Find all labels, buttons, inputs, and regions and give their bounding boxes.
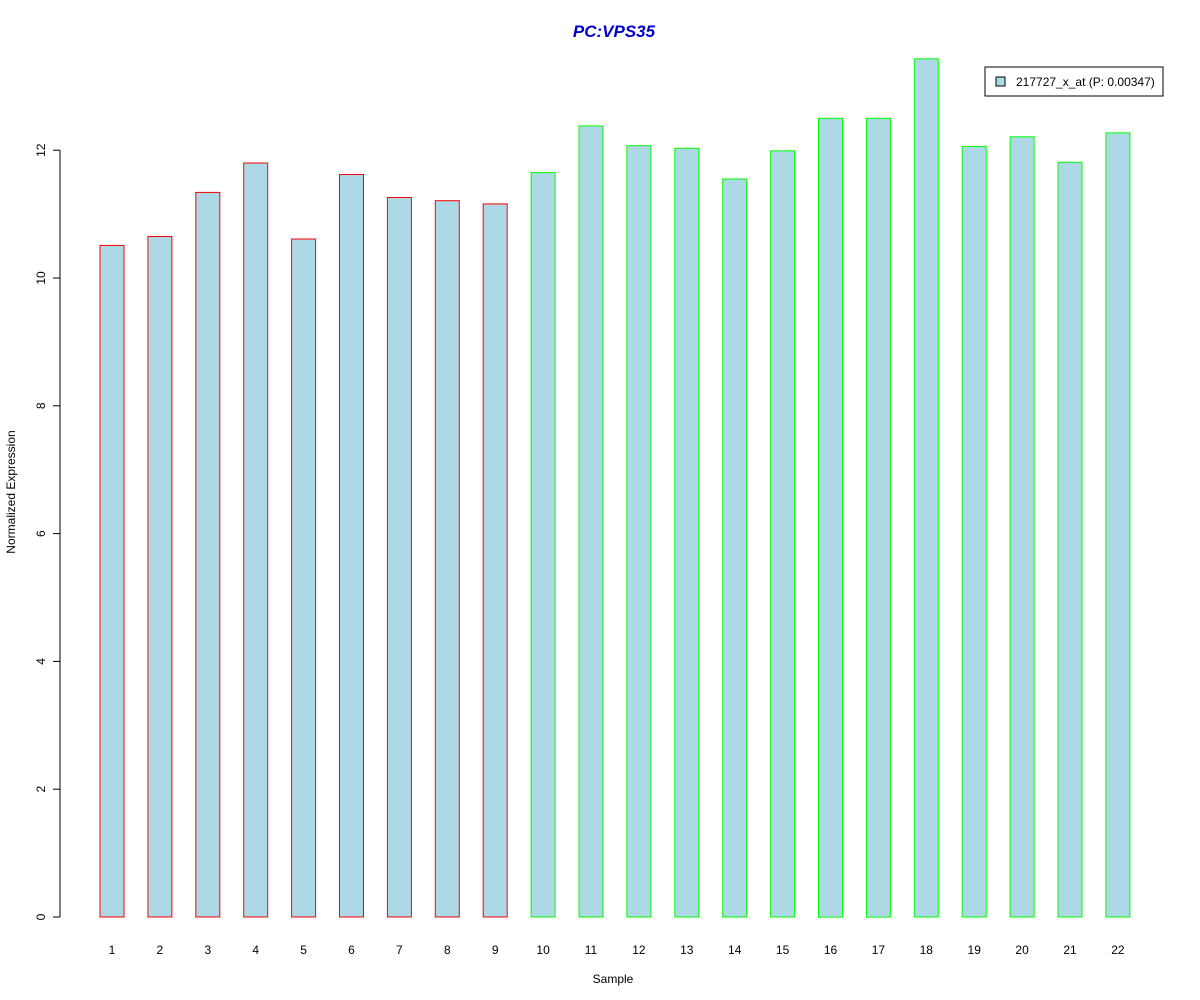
x-tick-label: 12 (632, 943, 646, 957)
chart-title: PC:VPS35 (573, 22, 656, 41)
x-tick-label: 5 (300, 943, 307, 957)
y-tick-label: 0 (34, 913, 48, 920)
x-tick-label: 17 (872, 943, 886, 957)
x-axis-labels: 1 2 3 4 5 6 7 8 9 10 11 12 13 14 15 16 17 18 19 20 21 22 (109, 943, 1125, 957)
bar-sample-20 (1009, 136, 1035, 918)
y-tick-label: 4 (34, 658, 48, 665)
bar-sample-16 (818, 117, 843, 918)
x-tick-label: 13 (680, 943, 694, 957)
y-tick-label: 10 (34, 271, 48, 285)
bar-sample-22 (1105, 132, 1131, 918)
bar-sample-1 (99, 244, 125, 918)
y-tick-label: 8 (34, 402, 48, 409)
x-tick-label: 8 (444, 943, 451, 957)
bar-sample-17 (865, 117, 891, 918)
bar-sample-12 (626, 145, 652, 918)
x-tick-label: 7 (396, 943, 403, 957)
x-tick-label: 11 (585, 943, 598, 957)
bar-sample-8 (434, 200, 460, 918)
x-tick-label: 4 (252, 943, 259, 957)
x-tick-label: 3 (204, 943, 211, 957)
x-tick-label: 14 (728, 943, 742, 957)
legend-swatch (995, 76, 1006, 87)
x-tick-label: 21 (1063, 943, 1077, 957)
y-axis-title: Normalized Expression (4, 430, 18, 553)
y-tick-label: 2 (34, 786, 48, 793)
bar-sample-11 (578, 125, 604, 918)
x-tick-label: 15 (776, 943, 790, 957)
bar-sample-9 (482, 203, 508, 918)
bar-sample-6 (339, 174, 364, 918)
y-tick-label: 12 (34, 143, 48, 157)
x-tick-label: 20 (1015, 943, 1029, 957)
x-tick-label: 22 (1111, 943, 1125, 957)
legend-box (984, 66, 1164, 97)
bar-sample-4 (243, 162, 269, 918)
bar-sample-7 (386, 197, 412, 918)
x-axis-title: Sample (593, 972, 634, 986)
bars-layer (99, 58, 1131, 918)
bar-sample-15 (770, 150, 796, 918)
legend: 217727_x_at (P: 0.00347) (984, 66, 1164, 97)
bar-sample-21 (1057, 161, 1083, 918)
x-tick-label: 18 (920, 943, 934, 957)
legend-label: 217727_x_at (P: 0.00347) (1016, 75, 1155, 89)
bar-sample-18 (913, 58, 939, 918)
bar-sample-19 (961, 145, 987, 918)
bar-sample-14 (722, 178, 748, 918)
y-axis: 0 2 4 6 8 10 12 (34, 143, 61, 920)
x-tick-label: 1 (109, 943, 116, 957)
bar-sample-3 (195, 191, 221, 918)
x-tick-label: 9 (492, 943, 499, 957)
bar-sample-2 (147, 236, 173, 918)
bar-sample-10 (530, 172, 556, 918)
bar-sample-5 (291, 238, 317, 918)
x-tick-label: 16 (824, 943, 838, 957)
x-tick-label: 19 (968, 943, 982, 957)
x-tick-label: 6 (348, 943, 355, 957)
y-tick-label: 6 (34, 530, 48, 537)
x-tick-label: 2 (157, 943, 164, 957)
x-tick-label: 10 (536, 943, 550, 957)
bar-sample-13 (674, 147, 700, 918)
